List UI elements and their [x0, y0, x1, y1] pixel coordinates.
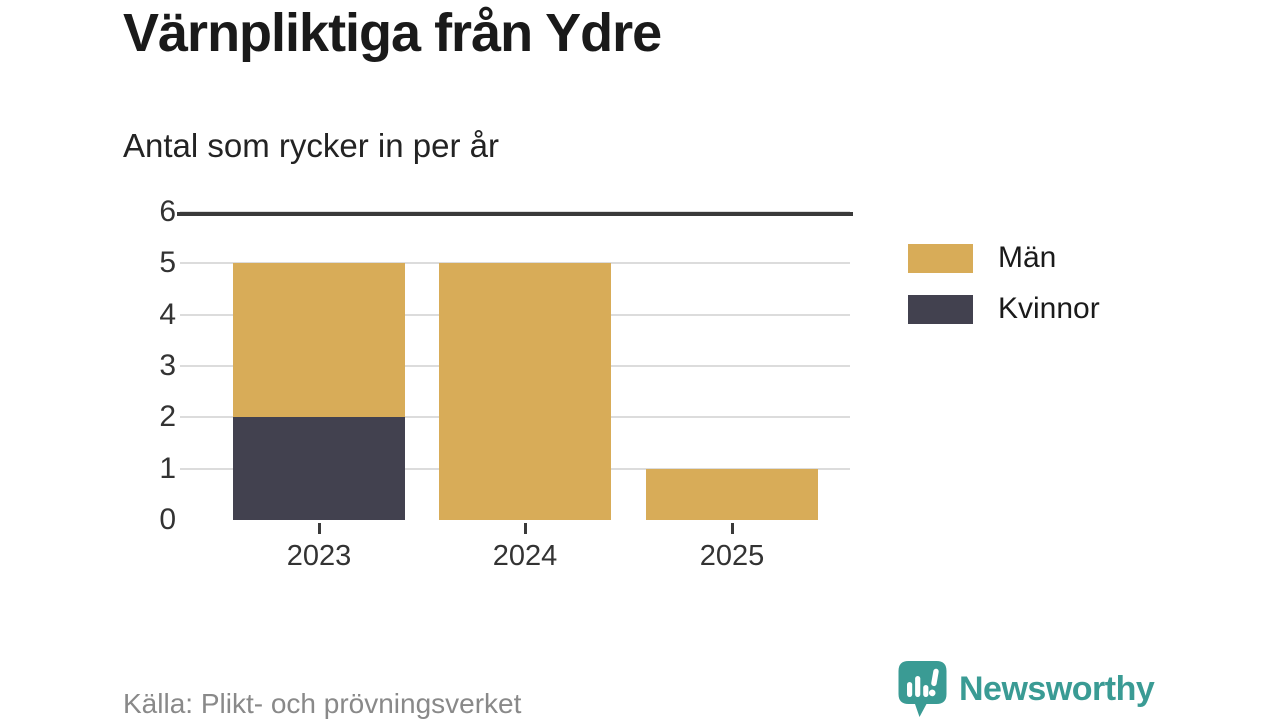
- legend-item-kvinnor: Kvinnor: [908, 292, 1100, 326]
- legend-swatch: [908, 294, 973, 324]
- legend-label: Män: [998, 241, 1057, 274]
- legend: Män Kvinnor: [908, 241, 1100, 343]
- y-tick-label: 0: [159, 503, 176, 536]
- legend-swatch: [908, 243, 973, 273]
- y-tick-label: 2: [159, 400, 176, 434]
- chart-subtitle: Antal som rycker in per år: [123, 127, 499, 164]
- y-tick-label: 3: [159, 349, 176, 382]
- y-tick-label: 4: [159, 297, 176, 331]
- plot-area: [177, 211, 853, 534]
- newsworthy-logo-text: Newsworthy: [959, 669, 1155, 708]
- x-axis-line: [177, 212, 853, 216]
- y-tick-label: 5: [159, 246, 176, 280]
- bar-segment-kvinnor-2023: [233, 417, 405, 520]
- legend-label: Kvinnor: [998, 292, 1100, 325]
- source-note: Källa: Plikt- och prövningsverket: [123, 688, 522, 719]
- bar-segment-män-2023: [233, 263, 405, 418]
- x-tick-mark: [730, 523, 734, 534]
- gridline: [180, 262, 850, 265]
- x-tick-label: 2024: [492, 540, 558, 572]
- x-tick-label: 2025: [699, 540, 765, 572]
- x-tick-mark: [317, 523, 321, 534]
- chart-title: Värnpliktiga från Ydre: [123, 3, 662, 63]
- newsworthy-logo-icon: [896, 660, 949, 718]
- bar-segment-män-2025: [646, 468, 818, 520]
- x-tick-mark: [523, 523, 527, 534]
- newsworthy-logo: Newsworthy: [896, 660, 1155, 718]
- y-tick-label: 6: [159, 195, 176, 228]
- y-tick-label: 1: [159, 451, 176, 485]
- x-tick-label: 2023: [286, 540, 352, 572]
- bar-segment-män-2024: [439, 263, 611, 520]
- legend-item-män: Män: [908, 241, 1100, 275]
